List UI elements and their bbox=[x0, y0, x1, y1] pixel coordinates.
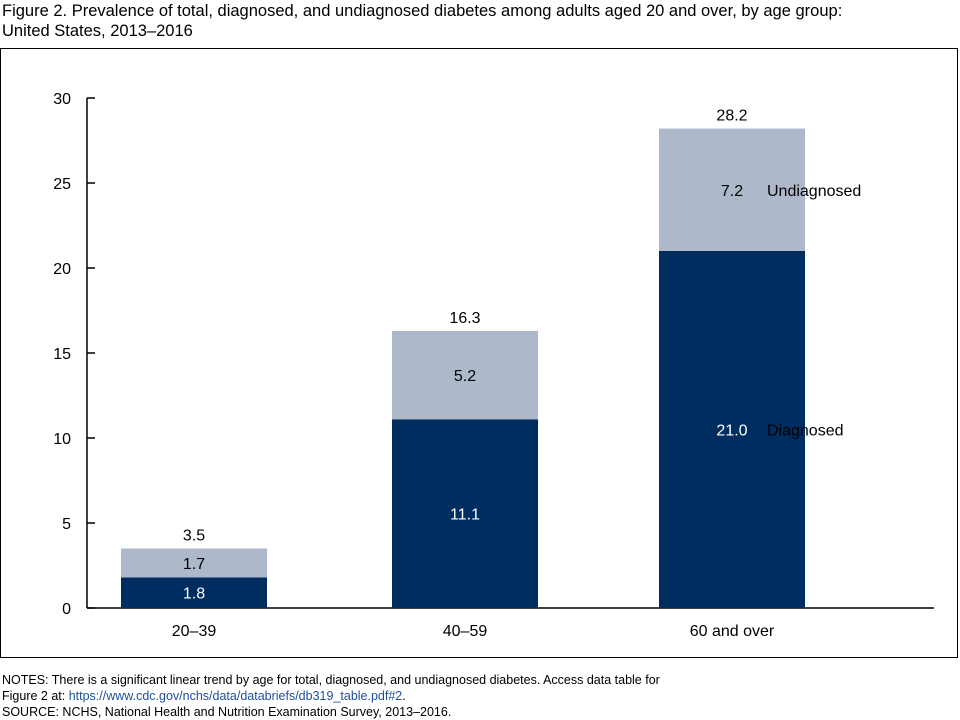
y-tick-label: 0 bbox=[62, 601, 71, 618]
x-category-label: 20–39 bbox=[172, 623, 217, 640]
total-value-label: 16.3 bbox=[449, 310, 480, 327]
figure-title-line-2: United States, 2013–2016 bbox=[2, 22, 193, 40]
diagnosed-value-label: 21.0 bbox=[716, 423, 747, 440]
y-tick-label: 5 bbox=[62, 516, 71, 533]
legend-label-diagnosed: Diagnosed bbox=[767, 423, 844, 440]
diagnosed-value-label: 11.1 bbox=[450, 507, 480, 524]
undiagnosed-bar-segment bbox=[392, 330, 538, 420]
undiagnosed-value-label: 7.2 bbox=[721, 183, 743, 200]
total-value-label: 3.5 bbox=[183, 528, 205, 545]
total-value-label: 28.2 bbox=[716, 108, 747, 125]
diagnosed-value-label: 1.8 bbox=[183, 586, 205, 603]
legend-label-undiagnosed: Undiagnosed bbox=[767, 183, 861, 200]
x-category-label: 60 and over bbox=[690, 623, 775, 640]
notes-line-2-suffix: . bbox=[402, 689, 406, 703]
figure-title: Figure 2. Prevalence of total, diagnosed… bbox=[2, 1, 952, 41]
undiagnosed-value-label: 1.7 bbox=[183, 556, 205, 573]
diagnosed-bar-segment bbox=[392, 419, 538, 608]
y-tick-label: 30 bbox=[53, 91, 71, 108]
source-line: SOURCE: NCHS, National Health and Nutrit… bbox=[2, 705, 452, 719]
figure-title-line-1: Figure 2. Prevalence of total, diagnosed… bbox=[2, 2, 843, 20]
x-category-label: 40–59 bbox=[443, 623, 488, 640]
undiagnosed-bar-segment bbox=[659, 128, 805, 251]
figure-notes: NOTES: There is a significant linear tre… bbox=[2, 672, 942, 720]
undiagnosed-value-label: 5.2 bbox=[454, 368, 476, 385]
y-tick-label: 20 bbox=[53, 261, 71, 278]
chart-frame: 0 5 10 15 20 25 30 1.8 1.7 3.5 20–39 11.1 5.2 16.3 40–… bbox=[0, 48, 958, 658]
y-tick-label: 25 bbox=[53, 176, 71, 193]
diagnosed-bar-segment bbox=[121, 577, 267, 608]
data-table-link[interactable]: https://www.cdc.gov/nchs/data/databriefs… bbox=[68, 689, 403, 703]
notes-line-1: NOTES: There is a significant linear tre… bbox=[2, 673, 660, 687]
notes-line-2: Figure 2 at: https://www.cdc.gov/nchs/da… bbox=[2, 688, 942, 704]
diagnosed-bar-segment bbox=[659, 251, 805, 608]
undiagnosed-bar-segment bbox=[121, 548, 267, 578]
notes-line-2-prefix: Figure 2 at: bbox=[2, 689, 69, 703]
y-tick-label: 15 bbox=[53, 346, 71, 363]
y-tick-label: 10 bbox=[53, 431, 71, 448]
stacked-bar-chart: 0 5 10 15 20 25 30 1.8 1.7 3.5 20–39 11.1 5.2 16.3 40–… bbox=[53, 91, 934, 640]
